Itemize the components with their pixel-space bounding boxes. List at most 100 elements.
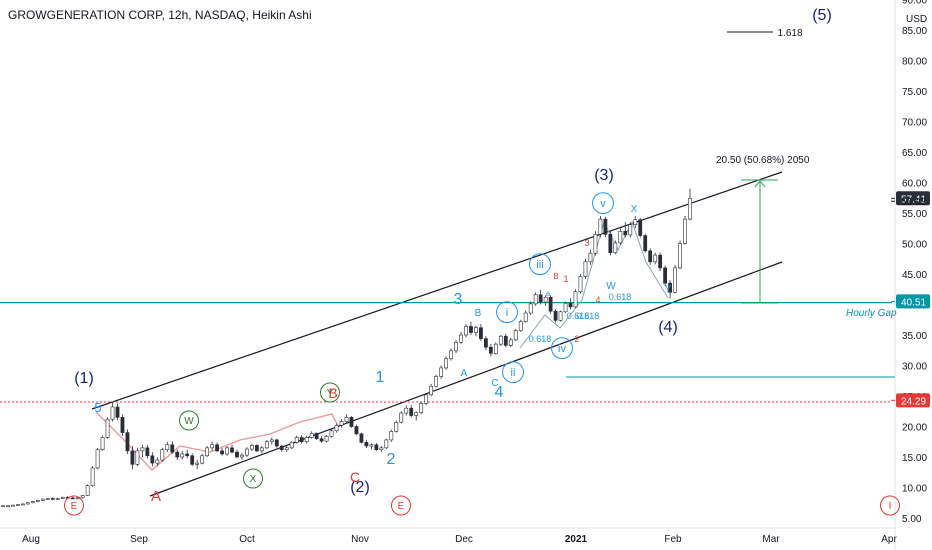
candle[interactable] [518,319,523,332]
candle[interactable] [180,450,185,460]
candle[interactable] [618,228,623,245]
candle[interactable] [434,374,439,388]
candle[interactable] [583,258,588,279]
candle[interactable] [394,420,399,433]
candle[interactable] [145,444,150,459]
candle[interactable] [264,439,269,450]
candle[interactable] [30,500,35,504]
candle[interactable] [220,447,224,456]
candle[interactable] [120,414,125,436]
candle[interactable] [115,403,120,421]
candle[interactable] [319,436,324,443]
candle[interactable] [210,441,214,451]
candle[interactable] [304,435,309,444]
candle[interactable] [21,503,25,506]
candle[interactable] [678,240,682,270]
candle[interactable] [60,496,65,500]
candle[interactable] [294,435,299,444]
candle[interactable] [369,443,374,450]
candle[interactable] [409,405,414,418]
candle[interactable] [668,280,672,299]
candle[interactable] [284,446,289,453]
candle[interactable] [135,447,140,467]
candle[interactable] [608,231,613,256]
candle[interactable] [513,328,518,342]
candle[interactable] [503,333,508,348]
candle[interactable] [419,402,424,415]
candle[interactable] [130,446,135,470]
price-projection[interactable] [741,179,778,304]
candle[interactable] [195,460,200,470]
candle[interactable] [663,265,668,287]
candle[interactable] [235,449,239,459]
candle[interactable] [474,325,478,337]
candle[interactable] [493,342,498,355]
candle[interactable] [85,484,90,497]
candle[interactable] [200,453,205,465]
candle[interactable] [628,222,633,238]
candle[interactable] [543,295,548,306]
candle[interactable] [374,442,379,451]
candle[interactable] [309,431,314,439]
candle[interactable] [379,446,384,453]
channel-lower-line[interactable] [149,261,783,497]
candle[interactable] [105,417,110,439]
candle[interactable] [175,449,180,461]
candle[interactable] [588,249,593,265]
candle[interactable] [110,402,115,422]
candles-layer[interactable] [1,188,692,508]
candle[interactable] [464,324,468,338]
channel-upper-line[interactable] [91,171,783,410]
candle[interactable] [140,444,145,457]
candle[interactable] [155,457,160,467]
candle[interactable] [603,216,608,238]
candle[interactable] [90,466,95,487]
candle[interactable] [344,414,349,424]
candle[interactable] [95,447,100,470]
candle[interactable] [11,504,15,507]
trend-channel[interactable] [91,171,783,497]
candle[interactable] [648,248,653,265]
candle[interactable] [548,295,553,314]
candle[interactable] [523,310,528,323]
candle[interactable] [100,435,105,451]
candle[interactable] [469,321,473,335]
candle[interactable] [364,439,369,448]
candle[interactable] [259,446,264,454]
candle[interactable] [613,240,618,255]
candle[interactable] [598,216,603,238]
candle[interactable] [70,496,75,500]
candle[interactable] [225,446,229,456]
candle[interactable] [250,443,254,451]
candle[interactable] [170,441,175,454]
candle[interactable] [125,429,130,454]
candle[interactable] [683,216,687,245]
candle[interactable] [568,298,573,310]
candle[interactable] [150,452,155,467]
candle[interactable] [633,216,638,229]
candle[interactable] [553,309,558,323]
candle[interactable] [25,502,30,505]
candle[interactable] [354,424,359,436]
candle[interactable] [429,383,434,396]
candle[interactable] [160,447,165,462]
candle[interactable] [16,503,20,506]
candle[interactable] [45,497,50,500]
candle[interactable] [424,392,429,406]
candle[interactable] [658,252,663,271]
candle[interactable] [573,289,578,309]
candle[interactable] [254,444,259,453]
candle[interactable] [230,444,234,454]
candle[interactable] [324,435,329,443]
candle[interactable] [314,432,319,440]
candle[interactable] [578,274,583,294]
candle[interactable] [389,429,394,442]
candle[interactable] [449,348,453,361]
candle[interactable] [55,497,60,500]
candle[interactable] [339,419,344,428]
candle[interactable] [240,453,244,460]
candle[interactable] [279,444,284,453]
candle[interactable] [673,264,677,294]
candle[interactable] [274,438,279,448]
